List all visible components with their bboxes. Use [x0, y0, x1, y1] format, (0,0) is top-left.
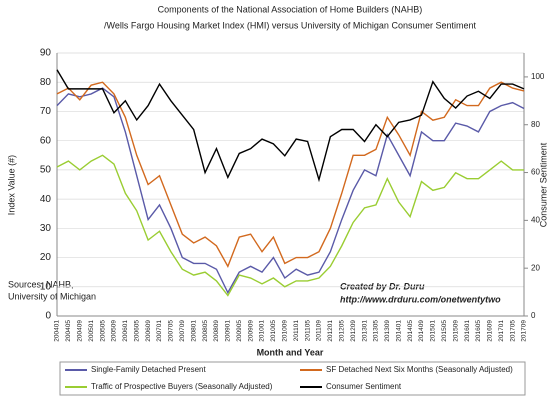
x-tick-label: 200605	[133, 320, 140, 342]
legend-label: Single-Family Detached Present	[91, 365, 206, 374]
legend-label: Consumer Sentiment	[326, 382, 402, 391]
x-tick-label: 200405	[65, 320, 72, 342]
y-axis-label: Index Value (#)	[6, 155, 16, 215]
x-tick-label: 201001	[259, 320, 266, 342]
series-line	[56, 154, 524, 297]
x-tick-label: 201309	[384, 320, 391, 342]
chart-title: Components of the National Association o…	[158, 4, 423, 14]
y-tick-label: 40	[40, 194, 52, 205]
series-line	[56, 87, 525, 295]
x-tick-label: 200809	[213, 320, 220, 342]
x-tick-label: 201109	[316, 320, 323, 342]
x-tick-label: 200601	[122, 320, 129, 342]
x-tick-label: 201101	[293, 320, 300, 342]
y-tick-label: 20	[40, 252, 52, 263]
x-tick-label: 200805	[202, 320, 209, 342]
sources: Sources: NAHB,	[8, 279, 74, 289]
y-tick-label: 30	[40, 223, 52, 234]
y2-tick-label: 100	[531, 72, 545, 81]
x-tick-label: 201209	[350, 320, 357, 342]
y-tick-label: 90	[40, 48, 52, 59]
chart-title: /Wells Fargo Housing Market Index (HMI) …	[104, 20, 476, 30]
x-tick-label: 200709	[179, 320, 186, 342]
credit: http://www.drduru.com/onetwentytwo	[340, 294, 501, 304]
x-tick-label: 201105	[304, 320, 311, 342]
y-tick-label: 70	[40, 106, 52, 117]
x-tick-label: 201201	[327, 320, 334, 342]
y2-axis-label: Consumer Sentiment	[538, 142, 548, 227]
y-tick-label: 50	[40, 165, 52, 176]
x-tick-label: 200505	[99, 320, 106, 342]
x-tick-label: 200501	[88, 320, 95, 342]
x-tick-label: 201701	[498, 320, 505, 342]
legend-box	[59, 361, 526, 396]
y-tick-label: 10	[40, 281, 52, 292]
x-tick-label: 200409	[76, 320, 83, 342]
x-tick-label: 201205	[338, 320, 345, 342]
x-axis-label: Month and Year	[257, 347, 324, 357]
x-tick-label: 201705	[509, 320, 516, 342]
y2-tick-label: 0	[531, 311, 536, 320]
x-tick-label: 200701	[156, 320, 163, 342]
x-tick-label: 201709	[521, 320, 528, 342]
x-tick-label: 201501	[430, 320, 437, 342]
legend-label: SF Detached Next Six Months (Seasonally …	[326, 365, 513, 374]
x-tick-label: 201409	[418, 320, 425, 342]
y-tick-label: 80	[40, 77, 52, 88]
x-tick-label: 201405	[407, 320, 414, 342]
x-tick-label: 201509	[452, 320, 459, 342]
x-tick-label: 201009	[282, 320, 289, 342]
x-tick-label: 200801	[190, 320, 197, 342]
y-tick-label: 0	[45, 311, 51, 322]
x-tick-label: 200705	[168, 320, 175, 342]
x-tick-label: 200905	[236, 320, 243, 342]
series-line	[56, 69, 525, 183]
x-tick-label: 200401	[54, 320, 61, 342]
x-tick-label: 201505	[441, 320, 448, 342]
x-tick-label: 201005	[270, 320, 277, 342]
x-tick-label: 201401	[395, 320, 402, 342]
y2-tick-label: 20	[531, 263, 540, 272]
x-tick-label: 201601	[464, 320, 471, 342]
x-tick-label: 200509	[111, 320, 118, 342]
y-tick-label: 60	[40, 135, 52, 146]
x-tick-label: 200909	[247, 320, 254, 342]
x-tick-label: 201301	[361, 320, 368, 342]
x-tick-label: 201305	[373, 320, 380, 342]
x-tick-label: 201605	[475, 320, 482, 342]
y2-tick-label: 80	[531, 120, 540, 129]
x-tick-label: 200609	[145, 320, 152, 342]
x-tick-label: 201609	[487, 320, 494, 342]
legend-label: Traffic of Prospective Buyers (Seasonall…	[91, 382, 273, 391]
x-tick-label: 200901	[225, 320, 232, 342]
y2-tick-label: 40	[531, 215, 540, 224]
sources: University of Michigan	[8, 291, 96, 301]
series-line	[56, 81, 525, 268]
credit: Created by Dr. Duru	[340, 281, 425, 291]
y2-tick-label: 60	[531, 168, 540, 177]
